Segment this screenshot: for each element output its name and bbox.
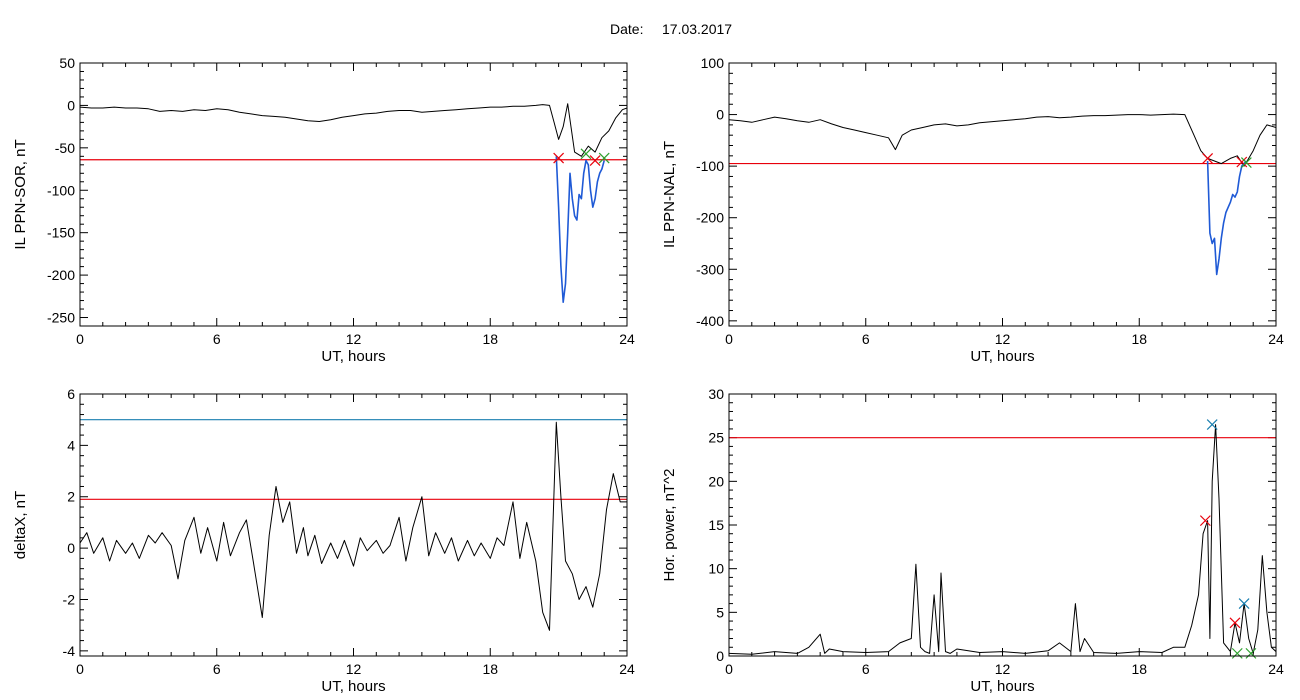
plot-area — [80, 103, 627, 304]
chart-panel-1: 0 6 12 18 24 50 0 -50 -100 -150 -200 -250 UT, hours I… — [12, 55, 635, 365]
y-axis-label: IL PPN-SOR, nT — [12, 139, 29, 249]
x-tick-label: 12 — [995, 331, 1011, 347]
y-tick-label: -4 — [63, 643, 76, 659]
y-tick-label: -100 — [696, 158, 724, 174]
y-tick-label: 6 — [67, 386, 75, 402]
series-line-baseline — [729, 424, 1276, 655]
y-tick-label: 2 — [67, 489, 75, 505]
y-axis-label: IL PPN-NAL, nT — [661, 141, 678, 248]
x-marker — [1199, 515, 1211, 527]
x-marker — [1229, 617, 1241, 629]
series-line-baseline — [729, 113, 1276, 167]
x-tick-label: 18 — [1131, 661, 1147, 677]
chart-panel-4: 0 6 12 18 24 30 25 20 15 10 5 0 UT, hours Hor. power,… — [661, 386, 1284, 695]
series-line-baseline — [80, 103, 627, 157]
x-axis-label: UT, hours — [321, 348, 385, 365]
x-marker — [1238, 598, 1250, 610]
x-tick-label: 0 — [725, 331, 733, 347]
x-tick-label: 6 — [862, 331, 870, 347]
x-tick-label: 24 — [619, 331, 635, 347]
y-tick-label: -2 — [63, 591, 76, 607]
x-tick-label: 18 — [1131, 331, 1147, 347]
x-marker — [1231, 647, 1243, 659]
plot-frame — [728, 393, 1277, 657]
y-tick-label: 0 — [67, 540, 75, 556]
y-tick-label: -300 — [696, 261, 724, 277]
x-tick-label: 24 — [619, 661, 635, 677]
x-marker — [1236, 156, 1248, 168]
date-label: Date: — [610, 21, 643, 37]
y-tick-label: -150 — [47, 225, 75, 241]
plot-area — [729, 113, 1276, 276]
y-tick-label: 20 — [708, 473, 724, 489]
plot-frame — [79, 62, 628, 327]
y-tick-label: 100 — [701, 55, 725, 71]
y-tick-label: -200 — [47, 267, 75, 283]
series-line-active — [555, 156, 605, 304]
y-tick-label: 5 — [716, 604, 724, 620]
y-tick-label: -50 — [55, 140, 75, 156]
x-tick-label: 0 — [76, 331, 84, 347]
x-tick-label: 6 — [213, 661, 221, 677]
x-marker — [1206, 419, 1218, 430]
x-marker — [589, 155, 601, 166]
y-axis-label: deltaX, nT — [12, 491, 29, 559]
series-line-baseline — [80, 421, 627, 631]
y-tick-label: -100 — [47, 182, 75, 198]
y-tick-label: -250 — [47, 310, 75, 326]
x-axis-label: UT, hours — [321, 678, 385, 695]
x-axis-label: UT, hours — [970, 348, 1034, 365]
series-line-active — [1206, 160, 1247, 276]
x-marker — [1240, 157, 1252, 168]
plot-frame — [728, 62, 1277, 327]
x-marker — [598, 152, 610, 164]
chart-panel-3: 0 6 12 18 24 6 4 2 0 -2 -4 UT, hours deltaX, nT — [12, 386, 635, 695]
x-tick-label: 24 — [1268, 661, 1284, 677]
plot-frame — [79, 393, 628, 657]
y-tick-label: 0 — [716, 107, 724, 123]
y-tick-label: 50 — [59, 55, 75, 71]
y-tick-label: 0 — [67, 97, 75, 113]
date-value: 17.03.2017 — [662, 21, 732, 37]
x-tick-label: 0 — [725, 661, 733, 677]
x-marker — [1202, 152, 1214, 164]
y-tick-label: 15 — [708, 517, 724, 533]
plot-area — [729, 424, 1276, 655]
plot-area — [80, 419, 627, 631]
x-tick-label: 18 — [482, 661, 498, 677]
x-tick-label: 0 — [76, 661, 84, 677]
x-tick-label: 18 — [482, 331, 498, 347]
y-tick-label: -400 — [696, 313, 724, 329]
y-tick-label: 0 — [716, 648, 724, 664]
x-tick-label: 24 — [1268, 331, 1284, 347]
x-tick-label: 6 — [862, 661, 870, 677]
x-tick-label: 6 — [213, 331, 221, 347]
x-tick-label: 12 — [346, 331, 362, 347]
y-tick-label: 25 — [708, 430, 724, 446]
y-tick-label: 10 — [708, 561, 724, 577]
y-tick-label: 30 — [708, 386, 724, 402]
x-marker — [580, 148, 592, 160]
x-axis-label: UT, hours — [970, 678, 1034, 695]
chart-panel-2: 0 6 12 18 24 100 0 -100 -200 -300 -400 UT, hours IL … — [661, 55, 1284, 365]
x-tick-label: 12 — [995, 661, 1011, 677]
y-axis-label: Hor. power, nT^2 — [661, 469, 678, 582]
x-tick-label: 12 — [346, 661, 362, 677]
y-tick-label: -200 — [696, 210, 724, 226]
x-marker — [1245, 647, 1257, 659]
x-marker — [553, 152, 565, 164]
y-tick-label: 4 — [67, 437, 75, 453]
